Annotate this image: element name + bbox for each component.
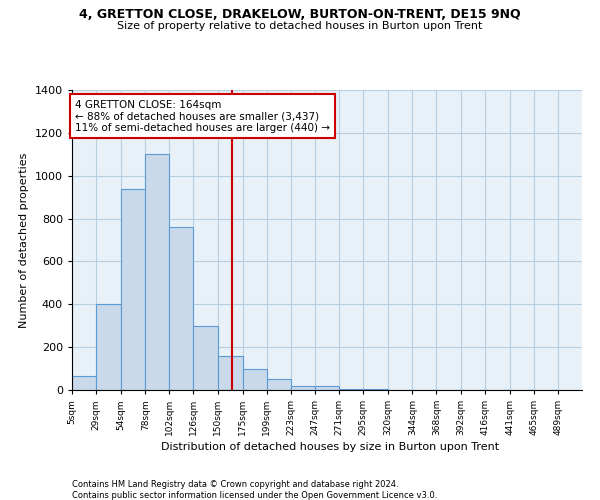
Text: Distribution of detached houses by size in Burton upon Trent: Distribution of detached houses by size … (161, 442, 499, 452)
Bar (363, 389, 388, 390)
Text: Size of property relative to detached houses in Burton upon Trent: Size of property relative to detached ho… (118, 21, 482, 31)
Bar (267, 380, 291, 390)
Bar (218, 356, 242, 390)
Bar (291, 386, 315, 390)
Text: 4 GRETTON CLOSE: 164sqm
← 88% of detached houses are smaller (3,437)
11% of semi: 4 GRETTON CLOSE: 164sqm ← 88% of detache… (75, 100, 330, 133)
Bar (315, 386, 339, 390)
Text: 4, GRETTON CLOSE, DRAKELOW, BURTON-ON-TRENT, DE15 9NQ: 4, GRETTON CLOSE, DRAKELOW, BURTON-ON-TR… (79, 8, 521, 20)
Bar (72, 376, 96, 390)
Bar (121, 188, 145, 390)
Bar (96, 304, 121, 390)
Bar (339, 389, 363, 390)
Text: Contains HM Land Registry data © Crown copyright and database right 2024.: Contains HM Land Registry data © Crown c… (72, 480, 398, 489)
Text: Contains public sector information licensed under the Open Government Licence v3: Contains public sector information licen… (72, 491, 437, 500)
Bar (242, 368, 267, 390)
Y-axis label: Number of detached properties: Number of detached properties (19, 152, 29, 328)
Bar (193, 326, 218, 390)
Bar (145, 154, 169, 390)
Bar (169, 227, 193, 390)
